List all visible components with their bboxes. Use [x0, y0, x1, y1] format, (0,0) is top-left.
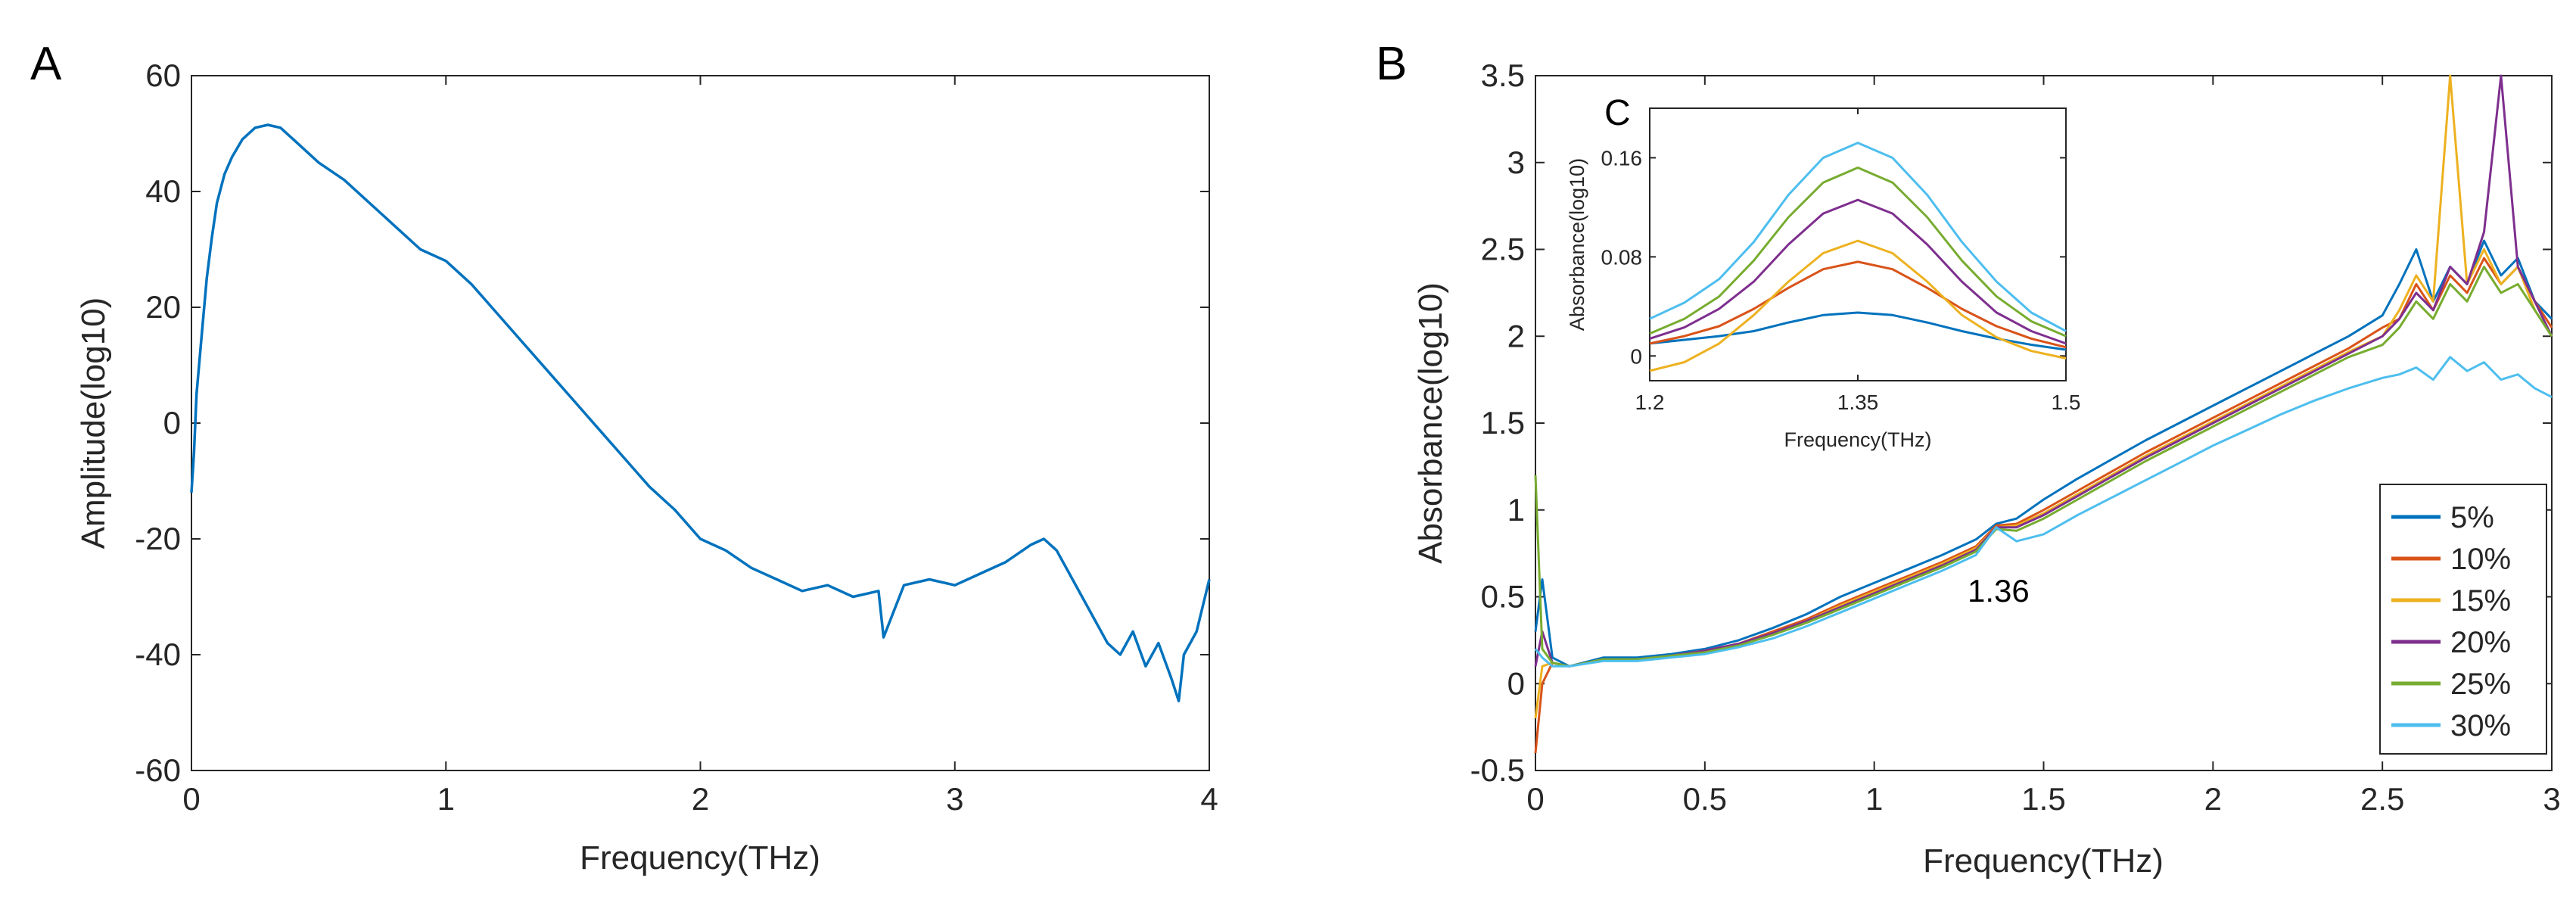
- panel-b: B 0 0.5 1 1.5 2 2.5 3 -0.500.511.522.533.5 1.3…: [1376, 38, 2561, 879]
- panel-b-x-tick-label: 1.5: [2021, 781, 2065, 817]
- panel-b-y-tick-label: 2: [1507, 318, 1525, 353]
- panel-b-y-tick-label: 0.5: [1481, 579, 1525, 615]
- panel-c-x-tick-label: 1.5: [2052, 391, 2081, 414]
- panel-c-series-10pct: [1649, 260, 2067, 349]
- legend-label-10pct: 10%: [2450, 543, 2511, 576]
- legend-box: [2379, 484, 2547, 755]
- panel-c-series-20pct: [1649, 198, 2067, 345]
- panel-a-y-tick-label: 60: [145, 58, 181, 93]
- panel-c-inset: C 1.2 1.35 1.5 0 0.08 0.16 Frequency(THz) Ab…: [1566, 93, 2080, 451]
- panel-a-y-tick-label: -60: [135, 752, 181, 788]
- panel-b-y-tick-label: 2.5: [1481, 232, 1525, 267]
- panel-c-y-axis-label: Absorbance(log10): [1566, 158, 1588, 331]
- panel-b-peak-annotation: 1.36: [1968, 573, 2030, 609]
- panel-b-series-30pct: [1534, 356, 2553, 668]
- panel-a-y-tick-label: 40: [145, 173, 181, 209]
- panel-a-x-tick-label: 1: [437, 781, 455, 817]
- panel-label-a: A: [30, 38, 62, 90]
- panel-c-series-25pct: [1649, 167, 2067, 338]
- legend-label-5pct: 5%: [2450, 501, 2494, 534]
- panel-b-x-tick-label: 0: [1526, 781, 1544, 817]
- panel-b-y-tick-label: 0: [1507, 665, 1525, 701]
- legend-label-20pct: 20%: [2450, 626, 2511, 659]
- panel-b-x-tick-label: 1: [1865, 781, 1883, 817]
- legend-label-30pct: 30%: [2450, 709, 2511, 742]
- panel-label-b: B: [1376, 38, 1407, 90]
- panel-a-x-tick-label: 2: [692, 781, 709, 817]
- panel-a-y-tick-label: 20: [145, 289, 181, 325]
- panel-a-y-axis-label: Amplitude(log10): [75, 297, 112, 549]
- legend-label-25pct: 25%: [2450, 668, 2511, 701]
- panel-b-y-axis-label: Absorbance(log10): [1412, 282, 1449, 564]
- panel-label-c: C: [1604, 93, 1631, 133]
- panel-c-x-tick-label: 1.35: [1837, 391, 1879, 414]
- panel-a-y-tick-label: -20: [135, 521, 181, 556]
- panel-b-x-tick-label: 3: [2543, 781, 2560, 817]
- panel-c-y-tick-label: 0.08: [1601, 245, 1643, 269]
- panel-b-y-tick-label: -0.5: [1470, 752, 1525, 788]
- panel-b-x-tick-label: 0.5: [1683, 781, 1727, 817]
- panel-b-x-axis-label: Frequency(THz): [1923, 842, 2164, 879]
- panel-a-y-tick-label: -40: [135, 637, 181, 672]
- panel-c-x-axis-label: Frequency(THz): [1784, 428, 1931, 451]
- panel-c-series-5pct: [1649, 311, 2067, 351]
- panel-b-y-tick-label: 1.5: [1481, 405, 1525, 440]
- panel-c-series-30pct: [1649, 142, 2067, 332]
- panel-b-y-tick-label: 1: [1507, 492, 1525, 528]
- panel-b-y-tick-label: 3.5: [1481, 58, 1525, 93]
- panel-a-x-tick-label: 4: [1200, 781, 1218, 817]
- panel-b-series-25pct: [1534, 266, 2553, 668]
- legend-label-15pct: 15%: [2450, 584, 2511, 618]
- panel-a-x-tick-label: 3: [946, 781, 963, 817]
- panel-b-legend: 5% 10% 15% 20% 25% 30%: [2379, 484, 2547, 755]
- panel-b-x-tick-label: 2.5: [2360, 781, 2404, 817]
- panel-a-x-axis-label: Frequency(THz): [580, 839, 820, 876]
- panel-a-y-tick-label: 0: [163, 405, 181, 440]
- panel-c-x-tick-label: 1.2: [1635, 391, 1665, 414]
- panel-b-x-tick-label: 2: [2204, 781, 2222, 817]
- panel-c-y-tick-label: 0: [1630, 344, 1642, 368]
- panel-a-series-amplitude: [190, 123, 1211, 702]
- panel-b-y-tick-label: 3: [1507, 145, 1525, 180]
- panel-c-y-tick-label: 0.16: [1601, 146, 1643, 170]
- panel-c-series-15pct: [1649, 239, 2067, 372]
- panel-a-x-tick-label: 0: [182, 781, 200, 817]
